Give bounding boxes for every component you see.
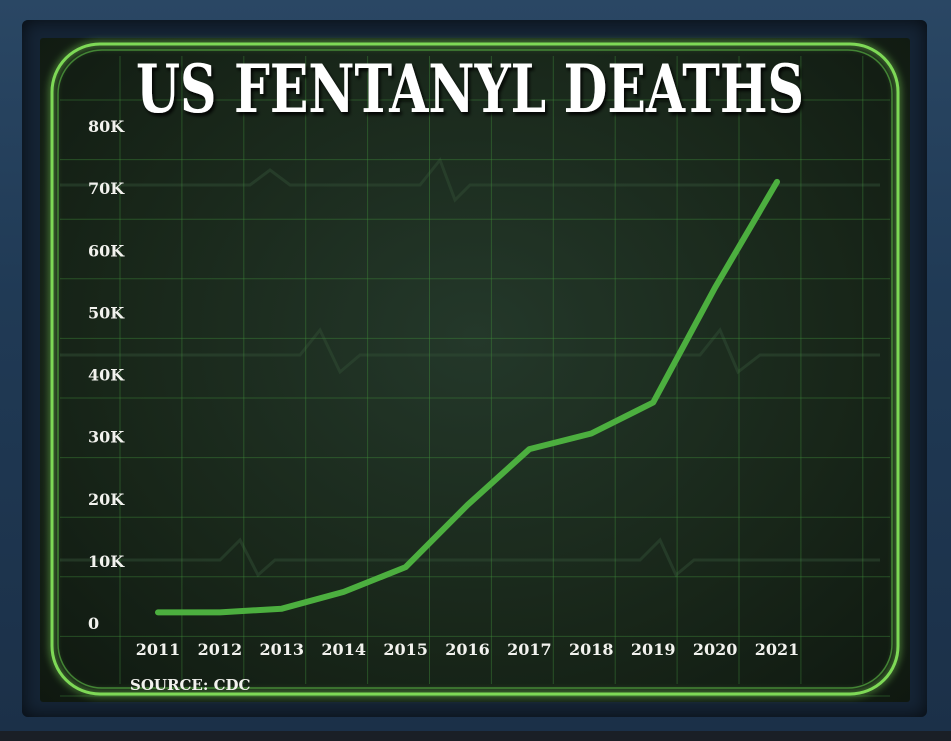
background-heartbeat-traces <box>60 157 880 578</box>
y-tick-label: 0 <box>88 614 99 633</box>
x-tick-label: 2015 <box>383 640 428 659</box>
y-tick-label: 40K <box>88 366 125 385</box>
x-tick-label: 2012 <box>198 640 243 659</box>
chart-title: US FENTANYL DEATHS <box>136 50 804 128</box>
screen-glow-border-inner <box>57 49 893 689</box>
x-tick-label: 2011 <box>136 640 181 659</box>
x-tick-label: 2013 <box>260 640 305 659</box>
x-tick-label: 2018 <box>569 640 614 659</box>
y-tick-label: 60K <box>88 241 125 260</box>
bottom-strip <box>0 731 951 741</box>
x-axis-ticks: 2011 2012 2013 2014 2015 2016 2017 2018 2019 2020… <box>136 640 800 659</box>
y-tick-label: 10K <box>88 552 125 571</box>
monitor-screen <box>40 38 910 702</box>
source-label: SOURCE: CDC <box>130 676 251 694</box>
y-tick-label: 70K <box>88 179 125 198</box>
y-tick-label: 20K <box>88 490 125 509</box>
x-tick-label: 2020 <box>693 640 738 659</box>
y-tick-label: 80K <box>88 117 125 136</box>
y-tick-label: 50K <box>88 303 125 322</box>
y-axis-ticks: 0 10K 20K 30K 40K 50K 60K 70K 80K <box>88 117 125 633</box>
x-tick-label: 2021 <box>755 640 800 659</box>
y-tick-label: 30K <box>88 428 125 447</box>
x-tick-label: 2016 <box>445 640 490 659</box>
x-tick-label: 2017 <box>507 640 552 659</box>
series-line <box>155 178 780 616</box>
screen-glow-border <box>50 42 900 696</box>
chart-grid <box>60 56 890 697</box>
x-tick-label: 2014 <box>321 640 366 659</box>
x-tick-label: 2019 <box>631 640 676 659</box>
